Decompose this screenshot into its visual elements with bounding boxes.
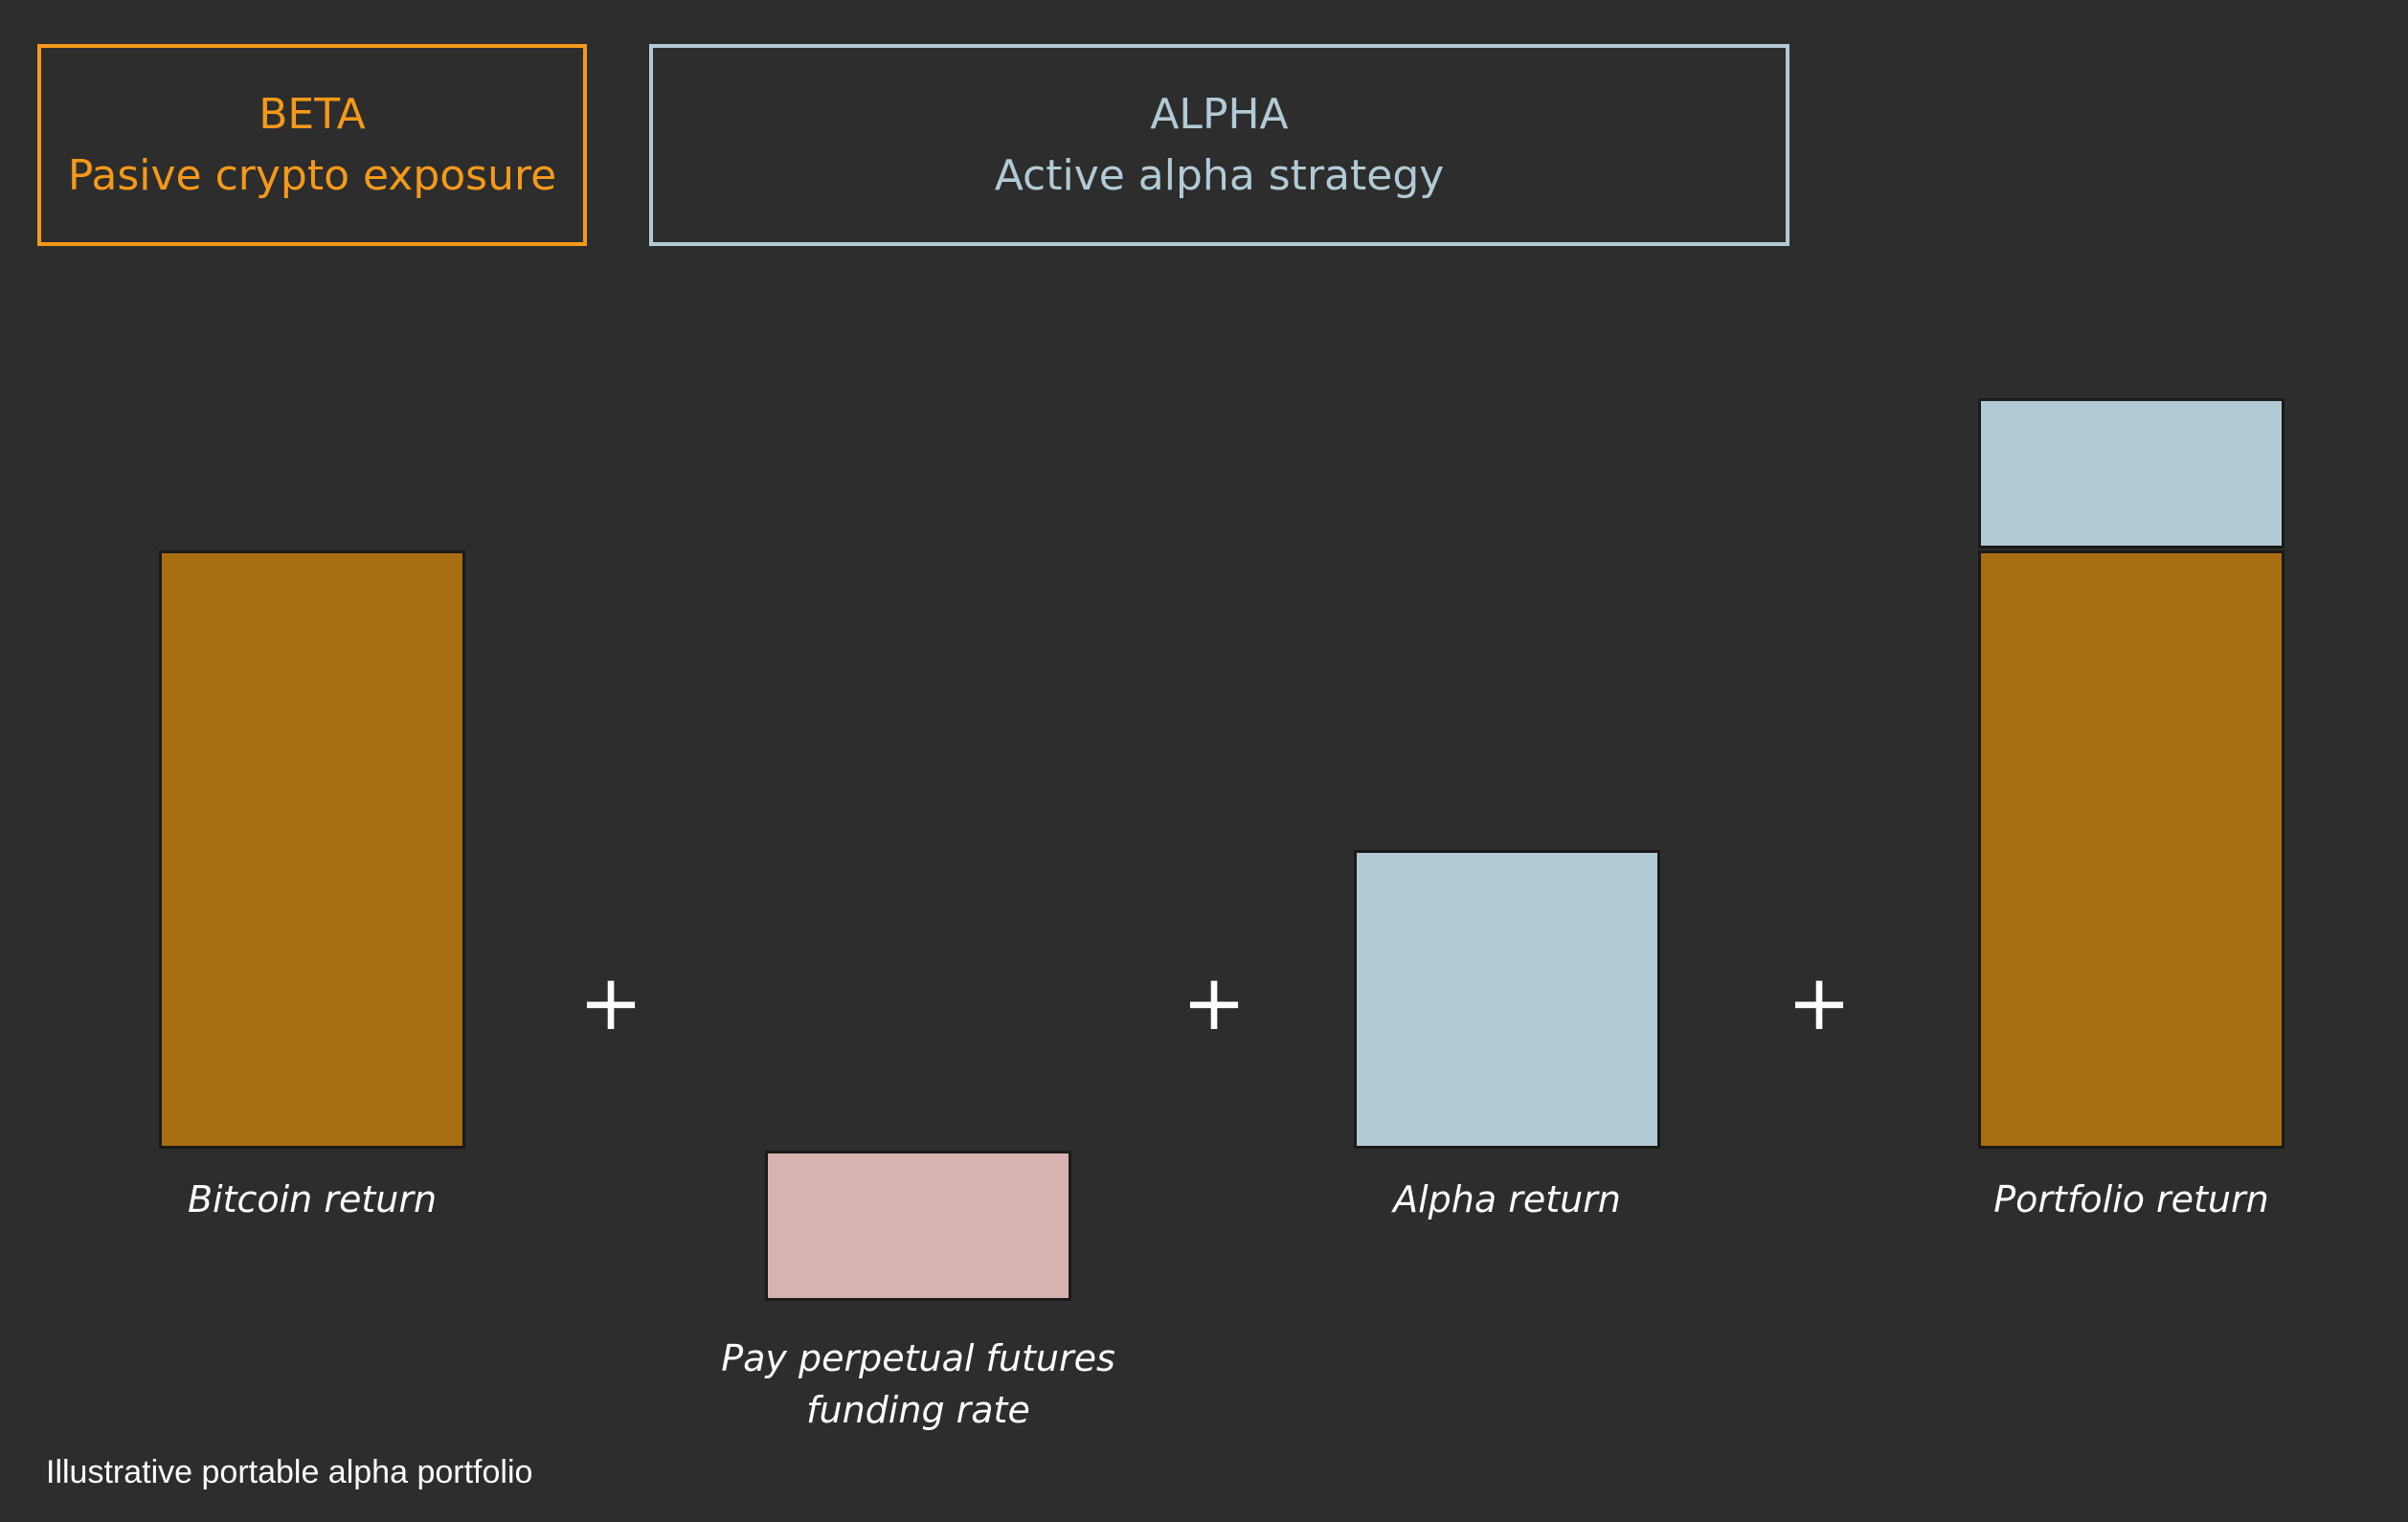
alpha-subtitle: Active alpha strategy [994, 150, 1445, 200]
funding-rate-label: Pay perpetual futures funding rate [679, 1332, 1158, 1436]
alpha-legend-box: ALPHA Active alpha strategy [649, 44, 1789, 246]
alpha-title: ALPHA [1150, 89, 1289, 139]
alpha-return-bar [1354, 850, 1660, 1149]
beta-legend-box: BETA Pasive crypto exposure [37, 44, 587, 246]
plus-operator-3: + [1787, 958, 1852, 1047]
portfolio-return-label: Portfolio return [1993, 1178, 2269, 1220]
bitcoin-return-label: Bitcoin return [187, 1178, 438, 1220]
funding-rate-label-line1: Pay perpetual futures [721, 1337, 1115, 1379]
portfolio-alpha-segment [1978, 398, 2284, 548]
plus-operator-1: + [578, 958, 643, 1047]
alpha-return-label: Alpha return [1393, 1178, 1621, 1220]
funding-rate-label-line2: funding rate [806, 1389, 1030, 1431]
beta-subtitle: Pasive crypto exposure [67, 150, 557, 200]
plus-operator-2: + [1181, 958, 1247, 1047]
bitcoin-return-bar [159, 550, 465, 1149]
beta-title: BETA [259, 89, 366, 139]
funding-rate-bar [765, 1151, 1071, 1301]
figure-caption: Illustrative portable alpha portfolio [46, 1454, 533, 1490]
portfolio-beta-segment [1978, 550, 2284, 1149]
